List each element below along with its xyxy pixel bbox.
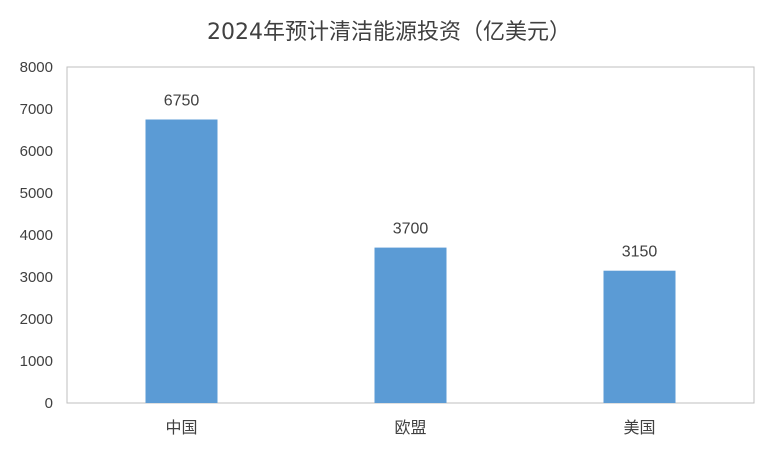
x-tick-label: 美国 [623,418,655,437]
x-axis: 中国 欧盟 美国 [165,418,655,437]
y-tick-label: 0 [45,395,53,412]
x-tick-label: 欧盟 [394,418,426,437]
y-tick-label: 2000 [20,311,53,328]
data-labels: 6750 3700 3150 [164,93,658,261]
bar-2 [374,247,447,403]
y-tick-label: 3000 [20,269,53,286]
bar-1 [145,119,218,403]
chart-title: 2024年预计清洁能源投资（亿美元） [207,20,571,45]
data-label: 6750 [164,93,200,110]
bars [145,119,676,403]
y-tick-label: 8000 [20,59,53,76]
y-tick-label: 4000 [20,227,53,244]
x-tick-label: 中国 [165,418,197,437]
y-tick-label: 6000 [20,143,53,160]
data-label: 3700 [393,221,429,238]
bar-3 [603,270,676,403]
data-label: 3150 [622,244,658,261]
y-tick-label: 7000 [20,101,53,118]
y-axis: 0 1000 2000 3000 4000 5000 6000 7000 8000 [20,59,53,412]
y-tick-label: 1000 [20,353,53,370]
y-tick-label: 5000 [20,185,53,202]
